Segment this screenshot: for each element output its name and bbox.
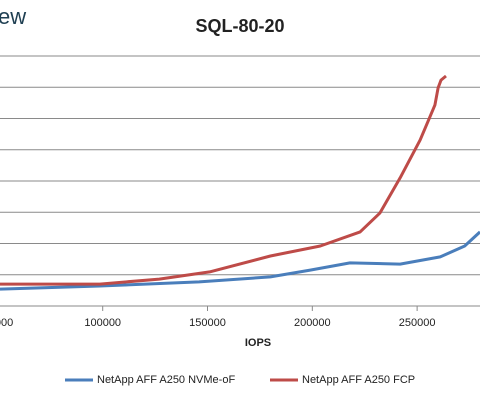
chart-title: SQL-80-20 — [195, 16, 284, 36]
x-tick-label: 150000 — [189, 317, 226, 329]
x-tick-label: 50000 — [0, 317, 13, 329]
series-line — [0, 230, 480, 291]
x-axis-label: IOPS — [245, 337, 271, 349]
logo: ew — [0, 4, 26, 29]
series-line — [0, 74, 447, 286]
legend-label: NetApp AFF A250 NVMe-oF — [97, 374, 235, 386]
legend-label: NetApp AFF A250 FCP — [302, 374, 415, 386]
x-tick-label: 250000 — [399, 317, 436, 329]
x-tick-label: 200000 — [294, 317, 331, 329]
x-tick-label: 100000 — [84, 317, 121, 329]
